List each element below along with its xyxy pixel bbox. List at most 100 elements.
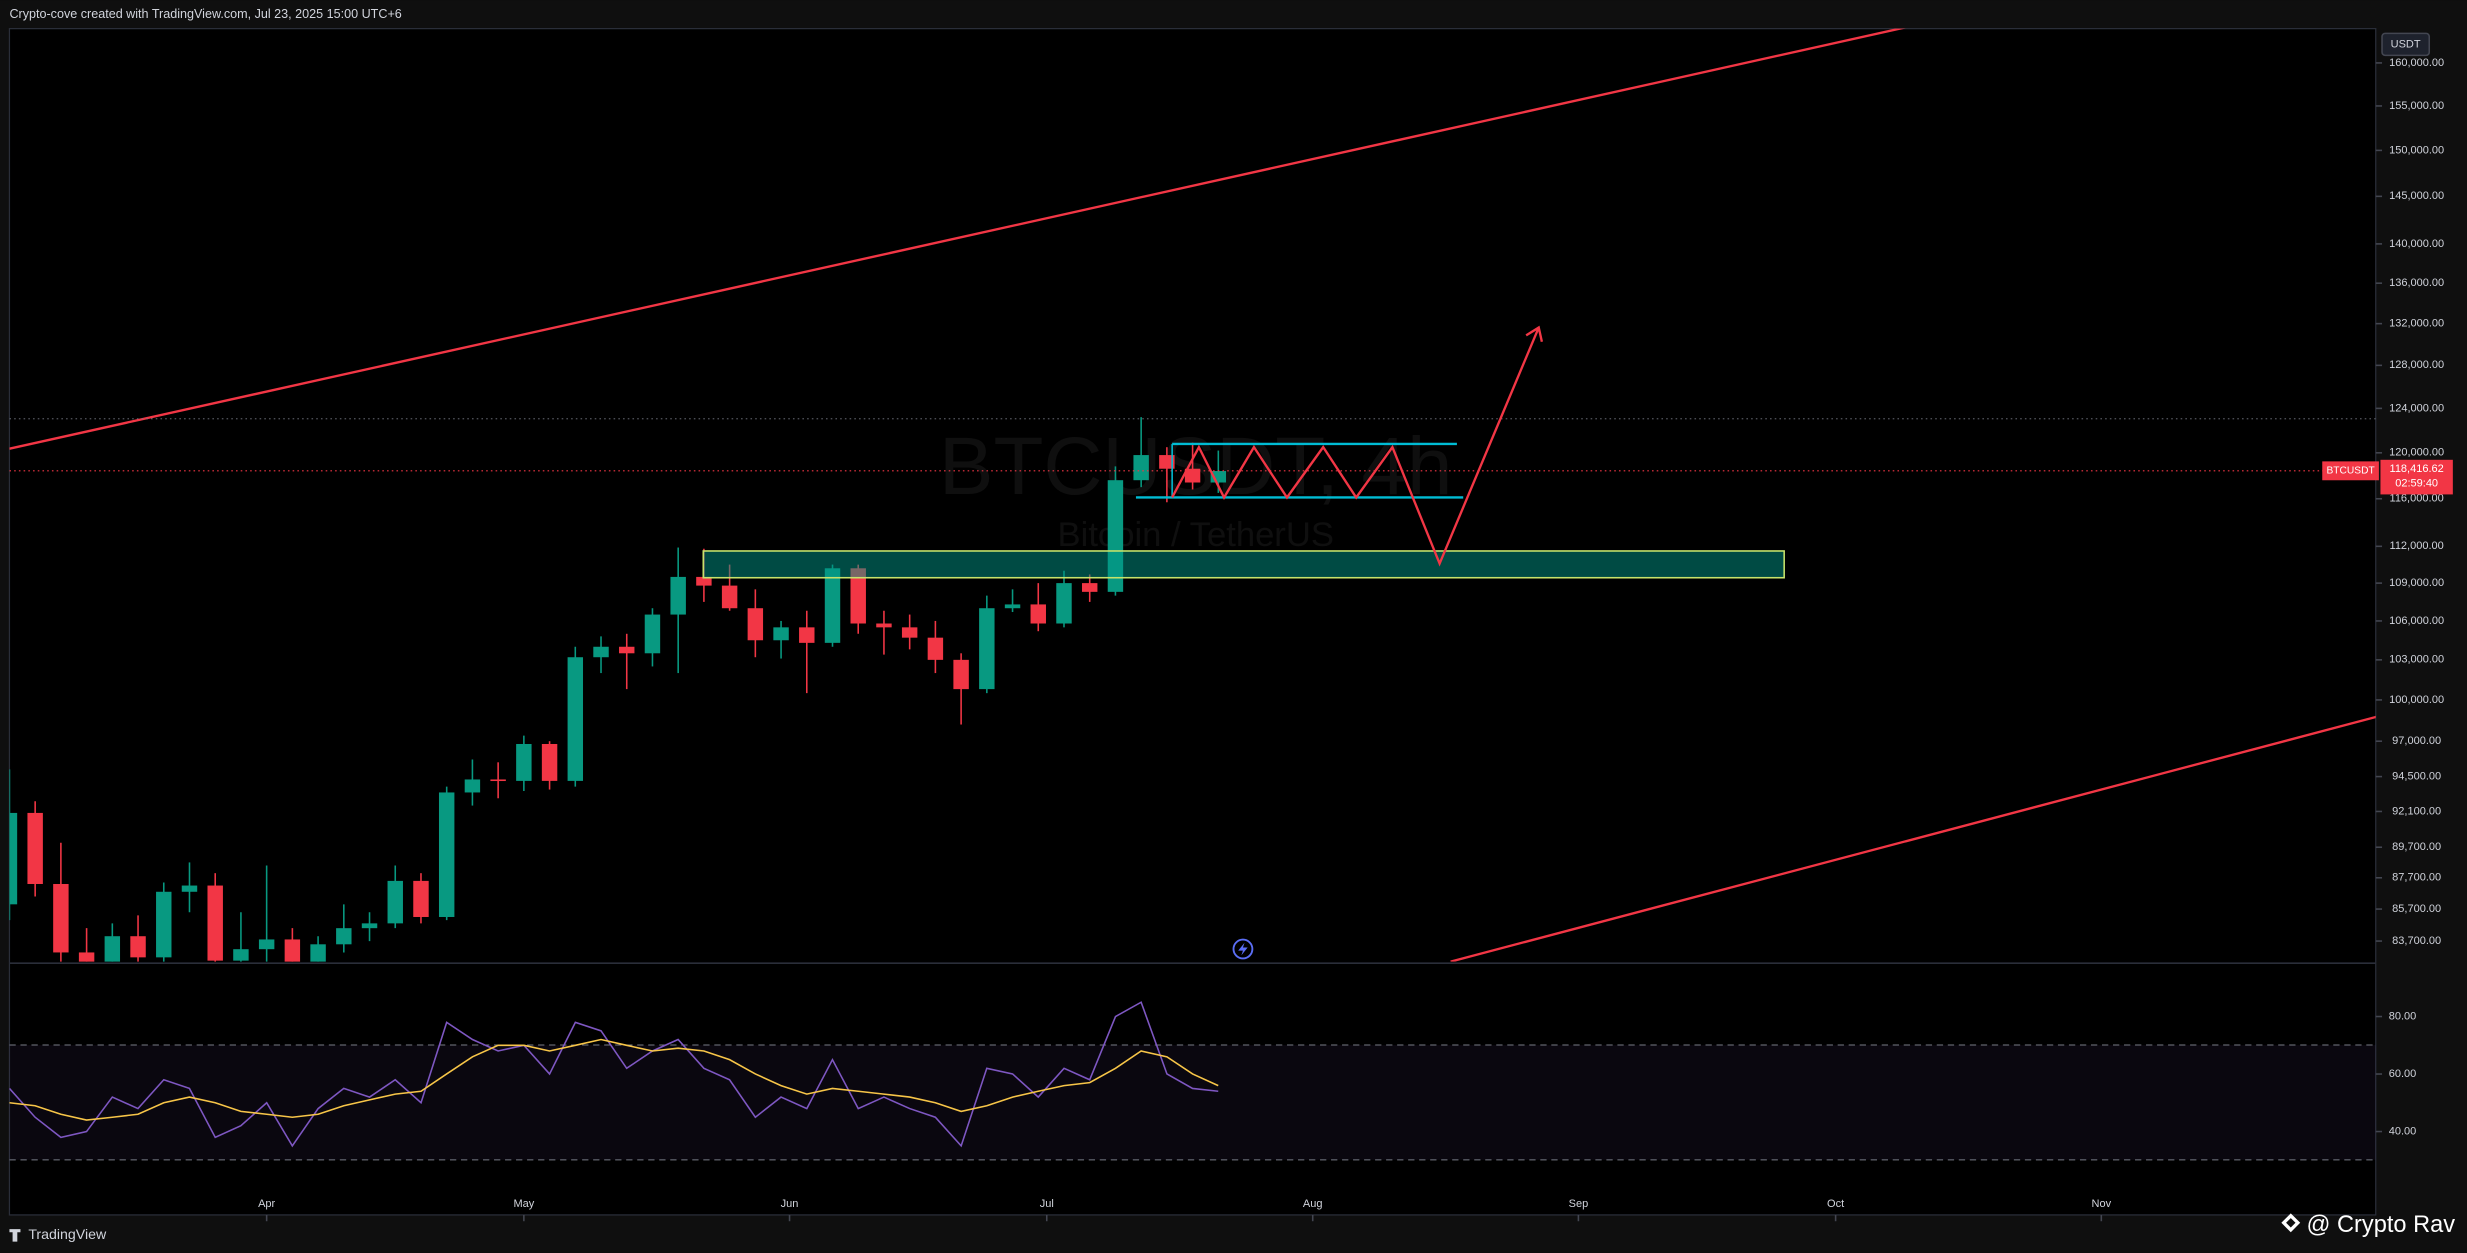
candle-body — [1030, 604, 1046, 624]
price-box — [2380, 459, 2453, 495]
footer-watermark: @ Crypto Rav — [2307, 1212, 2456, 1238]
projection-path — [1171, 327, 1540, 567]
candle-body — [233, 949, 249, 961]
candle-body — [927, 637, 944, 660]
candle-body — [156, 891, 172, 958]
plot-area — [8, 28, 2377, 1216]
candle-body — [181, 885, 198, 892]
candle-body — [438, 792, 455, 917]
y-tick-label: 112,000.00 — [2390, 540, 2444, 552]
candle-body — [541, 743, 558, 781]
grid: 160,000.00 155,000.00 150,000.00 145,000.00… — [258, 57, 2444, 1222]
candle-body — [310, 944, 326, 962]
ticker: BTCUSDT — [2326, 466, 2374, 477]
candle-body — [1159, 455, 1175, 469]
candle-body — [953, 659, 969, 690]
y-tick-label: 136,000.00 — [2389, 277, 2444, 289]
candle-body — [1056, 583, 1072, 624]
x-tick-label: Apr — [258, 1198, 275, 1210]
candle-body — [258, 939, 275, 950]
y-tick-label: 150,000.00 — [2389, 144, 2444, 156]
y-tick-label: 145,000.00 — [2389, 190, 2444, 202]
candle-body — [901, 627, 918, 638]
event-icon-bolt — [1238, 942, 1248, 956]
symbol-name: Bitcoin / TetherUS — [1058, 516, 1334, 554]
candle-body — [516, 743, 532, 781]
price-tag: BTCUSDT 118,416.62 02:59:40 — [2322, 459, 2453, 495]
y-tick-label: 40.00 — [2389, 1125, 2417, 1137]
candle-body — [387, 880, 403, 924]
rsi-line — [9, 1038, 1219, 1121]
y-tick-label: 87,700.00 — [2392, 872, 2441, 884]
y-tick-label: 160,000.00 — [2389, 57, 2444, 69]
y-tick-label: 103,000.00 — [2389, 654, 2444, 666]
candle-body — [78, 952, 95, 962]
x-tick-label: Jun — [781, 1198, 799, 1210]
y-tick-label: 109,000.00 — [2389, 577, 2444, 589]
y-tick-label: 140,000.00 — [2389, 238, 2444, 250]
candles — [9, 417, 2376, 962]
y-tick-label: 94,500.00 — [2392, 770, 2441, 782]
candle-body — [824, 568, 841, 643]
footer-brand: TradingView — [28, 1227, 107, 1243]
candle-body — [799, 627, 815, 643]
channel-top — [9, 28, 1906, 450]
y-tick-label: 120,000.00 — [2389, 447, 2444, 459]
x-tick-label: Jul — [1040, 1198, 1054, 1210]
countdown: 02:59:40 — [2395, 477, 2438, 489]
y-tick-label: 132,000.00 — [2389, 318, 2444, 330]
candle-body — [130, 936, 146, 958]
candle-body — [1004, 604, 1021, 609]
candle-body — [1210, 471, 1227, 483]
candle-body — [721, 585, 738, 609]
candle-body — [336, 928, 352, 945]
candle-body — [670, 576, 686, 615]
rsi-band — [9, 1045, 2376, 1160]
y-tick-label: 100,000.00 — [2389, 694, 2444, 706]
candle-body — [27, 812, 43, 884]
candle-body — [979, 608, 995, 690]
candle-body — [593, 646, 609, 658]
candle-body — [567, 657, 584, 781]
candle-body — [361, 923, 378, 929]
event-icon[interactable] — [1232, 938, 1254, 960]
candle-body — [1184, 468, 1201, 483]
candle-body — [619, 646, 635, 654]
candle-body — [773, 627, 789, 641]
candle-body — [104, 936, 121, 962]
y-tick-label: 124,000.00 — [2389, 402, 2444, 414]
y-tick-label: 89,700.00 — [2392, 841, 2441, 853]
rsi-line — [9, 1001, 1219, 1148]
y-tick-label: 155,000.00 — [2389, 100, 2444, 112]
y-tick-label: 80.00 — [2389, 1010, 2417, 1022]
x-tick-label: Aug — [1303, 1198, 1323, 1210]
y-tick-label: 83,700.00 — [2392, 935, 2441, 947]
candle-body — [413, 880, 429, 917]
footer-logo — [9, 1229, 21, 1242]
currency: USDT — [2391, 38, 2421, 50]
candle-body — [9, 812, 18, 905]
support-zone — [702, 550, 1785, 579]
candle-body — [464, 779, 481, 793]
candle-body — [284, 939, 301, 962]
x-tick-label: Sep — [1569, 1198, 1589, 1210]
candle-body — [876, 623, 892, 628]
candle-body — [644, 614, 661, 654]
candle-body — [207, 885, 223, 961]
last-price: 118,416.62 — [2390, 463, 2444, 475]
y-tick-label: 128,000.00 — [2389, 359, 2444, 371]
candle-body — [696, 576, 712, 586]
y-tick-label: 60.00 — [2389, 1068, 2417, 1080]
y-tick-label: 116,000.00 — [2390, 493, 2444, 505]
currency-box[interactable] — [2381, 32, 2431, 57]
y-tick-label: 97,000.00 — [2392, 735, 2441, 747]
y-tick-label: 106,000.00 — [2389, 615, 2444, 627]
candle-body — [1133, 455, 1149, 481]
candle-body — [850, 568, 866, 624]
ticker-box — [2322, 461, 2379, 481]
candle-body — [1081, 583, 1098, 592]
x-tick-label: Nov — [2092, 1198, 2112, 1210]
x-tick-label: May — [513, 1198, 534, 1210]
projection-arrow — [1525, 325, 1544, 342]
